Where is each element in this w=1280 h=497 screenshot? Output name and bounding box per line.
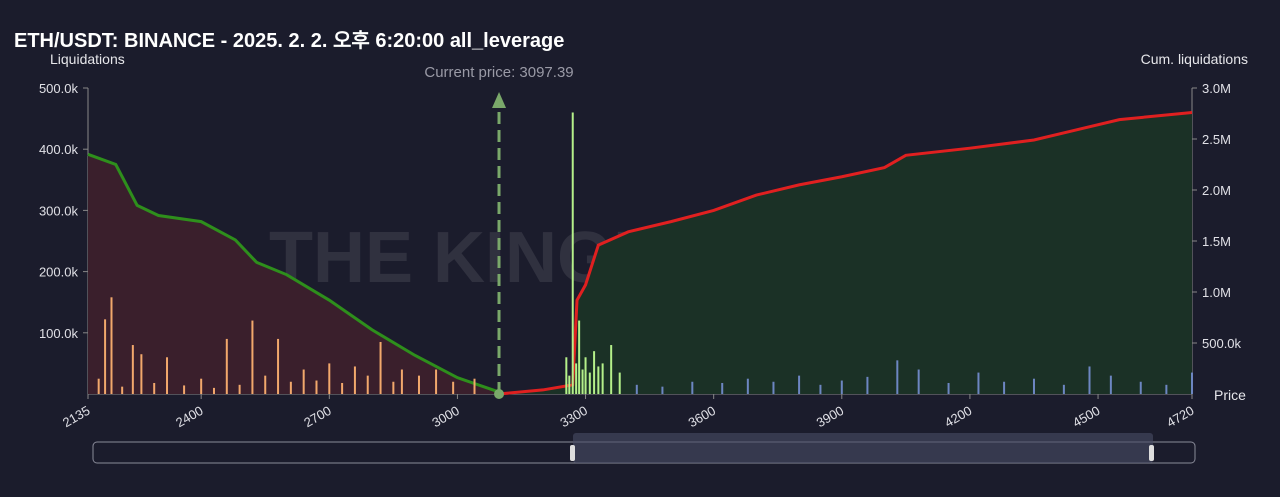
chart-title: ETH/USDT: BINANCE - 2025. 2. 2. 오후 6:20:…: [14, 29, 564, 52]
bar: [225, 338, 228, 394]
bar: [610, 345, 613, 394]
bar: [819, 384, 822, 394]
cumulative-line: [498, 110, 1193, 396]
bar: [302, 369, 305, 394]
y-tick-label: 300.0k: [39, 203, 79, 218]
scrollbar[interactable]: [92, 433, 1196, 464]
bar: [772, 381, 775, 394]
bar: [1139, 381, 1142, 394]
bar: [896, 360, 899, 394]
bar: [1003, 381, 1006, 394]
bar: [721, 382, 724, 394]
bar: [183, 385, 186, 394]
bar: [392, 381, 395, 394]
bar: [635, 384, 638, 394]
y2-axis-label: Cum. liquidations: [1141, 51, 1248, 67]
bar: [212, 387, 215, 394]
bar: [578, 320, 581, 394]
bar: [746, 378, 749, 394]
bar: [353, 366, 356, 394]
y2-tick-label: 1.0M: [1202, 285, 1231, 300]
bar: [153, 382, 156, 394]
bar: [328, 363, 331, 394]
bar: [341, 382, 344, 394]
bar: [315, 380, 318, 394]
bar: [110, 297, 113, 394]
bar: [140, 354, 143, 394]
bar: [238, 384, 241, 394]
bar: [947, 382, 950, 394]
bar: [379, 341, 382, 394]
y-tick-label: 500.0k: [39, 81, 79, 96]
bar: [452, 381, 455, 394]
y2-tick-label: 2.0M: [1202, 183, 1231, 198]
y2-tick-label: 1.5M: [1202, 234, 1231, 249]
bar: [584, 357, 587, 394]
bar: [917, 369, 920, 394]
bar: [473, 378, 476, 394]
bar: [277, 338, 280, 394]
bar: [104, 319, 107, 394]
bar: [618, 372, 621, 394]
plot: THE KINGFISHER.io100.0k200.0k300.0k400.0…: [39, 64, 1242, 430]
bar: [166, 357, 169, 394]
area-fill: [88, 154, 499, 394]
bar: [1191, 372, 1193, 394]
bar: [289, 381, 292, 394]
bar: [1109, 375, 1112, 394]
bar: [601, 363, 604, 394]
arrow-head: [492, 92, 507, 108]
bar: [121, 386, 124, 394]
bar: [581, 369, 584, 394]
bar: [1032, 378, 1035, 394]
bar: [131, 345, 134, 394]
y-axis-label: Liquidations: [50, 51, 125, 67]
scroll-window[interactable]: [573, 433, 1153, 463]
scroll-handle[interactable]: [1149, 445, 1154, 461]
bar: [251, 320, 254, 394]
bar: [565, 357, 568, 394]
y-tick-label: 400.0k: [39, 142, 79, 157]
area-fill: [498, 112, 1192, 394]
y2-tick-label: 500.0k: [1202, 336, 1242, 351]
bar: [866, 376, 869, 394]
bar: [1165, 384, 1168, 394]
bar: [661, 386, 664, 394]
bar: [417, 375, 420, 394]
annotation: Current price: 3097.39: [424, 64, 573, 81]
bar: [366, 375, 369, 394]
y-tick-label: 200.0k: [39, 265, 79, 280]
x-axis-label: Price: [1214, 387, 1246, 403]
bar: [200, 378, 203, 394]
bar: [977, 372, 980, 394]
y-tick-label: 100.0k: [39, 326, 79, 341]
bar: [691, 381, 694, 394]
bar: [798, 375, 801, 394]
bar: [1062, 384, 1065, 394]
bar: [435, 369, 438, 394]
bar: [264, 375, 267, 394]
bar: [97, 378, 100, 394]
bar: [1088, 366, 1091, 394]
y2-tick-label: 3.0M: [1202, 81, 1231, 96]
y2-tick-label: 2.5M: [1202, 132, 1231, 147]
bar: [588, 372, 591, 394]
current-price-dot: [494, 389, 505, 399]
bar: [840, 380, 843, 394]
bar: [568, 375, 571, 394]
bar: [575, 363, 578, 394]
bar: [597, 366, 600, 394]
bar: [593, 351, 596, 394]
scroll-handle[interactable]: [570, 445, 575, 461]
cumulative-line: [87, 152, 500, 394]
bar: [400, 369, 403, 394]
bar: [571, 112, 574, 394]
